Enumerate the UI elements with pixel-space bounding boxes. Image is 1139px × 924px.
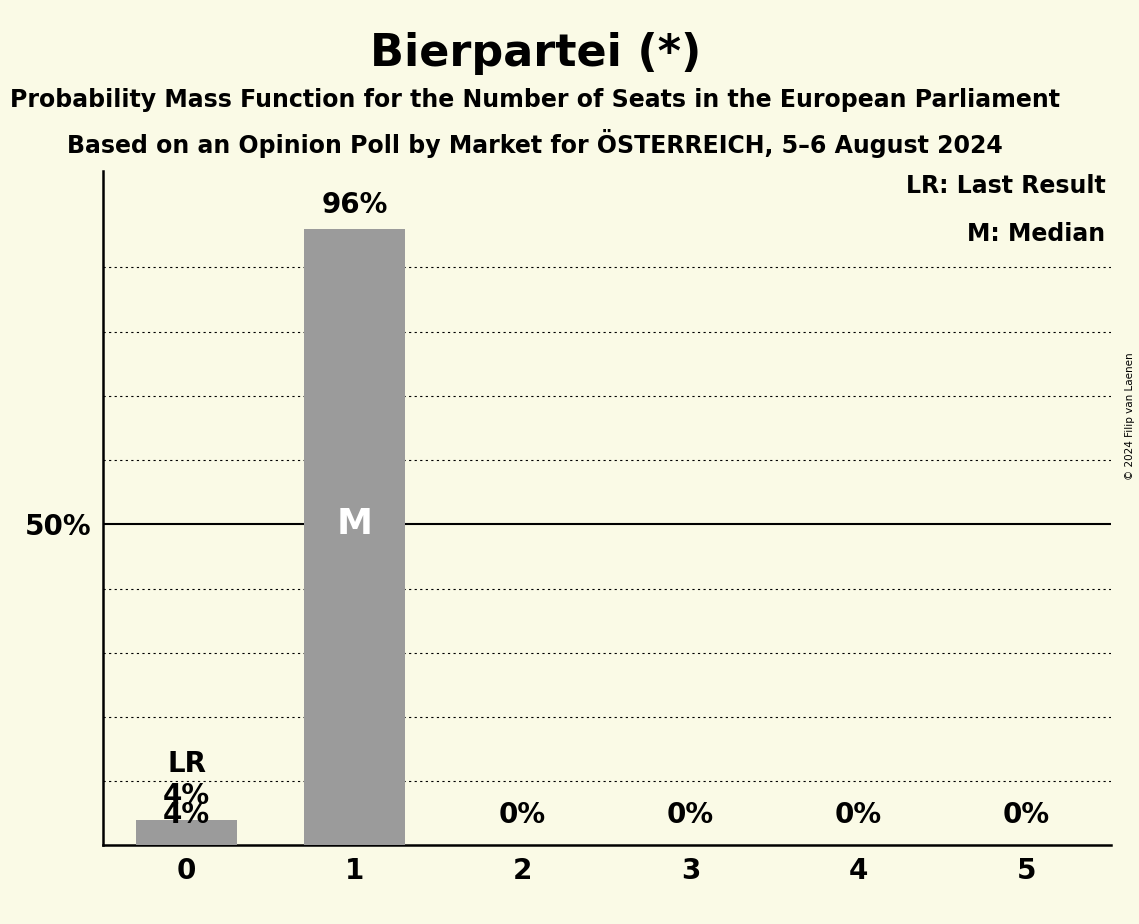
Text: Probability Mass Function for the Number of Seats in the European Parliament: Probability Mass Function for the Number… xyxy=(10,88,1060,112)
Text: 96%: 96% xyxy=(321,191,387,219)
Bar xyxy=(136,820,237,845)
Text: Bierpartei (*): Bierpartei (*) xyxy=(370,32,700,76)
Text: 0%: 0% xyxy=(1003,801,1050,830)
Text: LR: Last Result: LR: Last Result xyxy=(906,175,1106,199)
Text: LR: LR xyxy=(167,750,206,778)
Text: 0%: 0% xyxy=(667,801,714,830)
Text: © 2024 Filip van Laenen: © 2024 Filip van Laenen xyxy=(1125,352,1134,480)
Text: M: M xyxy=(336,507,372,541)
Text: 4%: 4% xyxy=(163,782,210,810)
Text: M: Median: M: Median xyxy=(967,222,1106,246)
Bar xyxy=(304,229,404,845)
Text: 0%: 0% xyxy=(499,801,546,830)
Text: Based on an Opinion Poll by Market for ÖSTERREICH, 5–6 August 2024: Based on an Opinion Poll by Market for Ö… xyxy=(67,129,1003,158)
Text: 4%: 4% xyxy=(163,801,210,830)
Text: 0%: 0% xyxy=(835,801,882,830)
